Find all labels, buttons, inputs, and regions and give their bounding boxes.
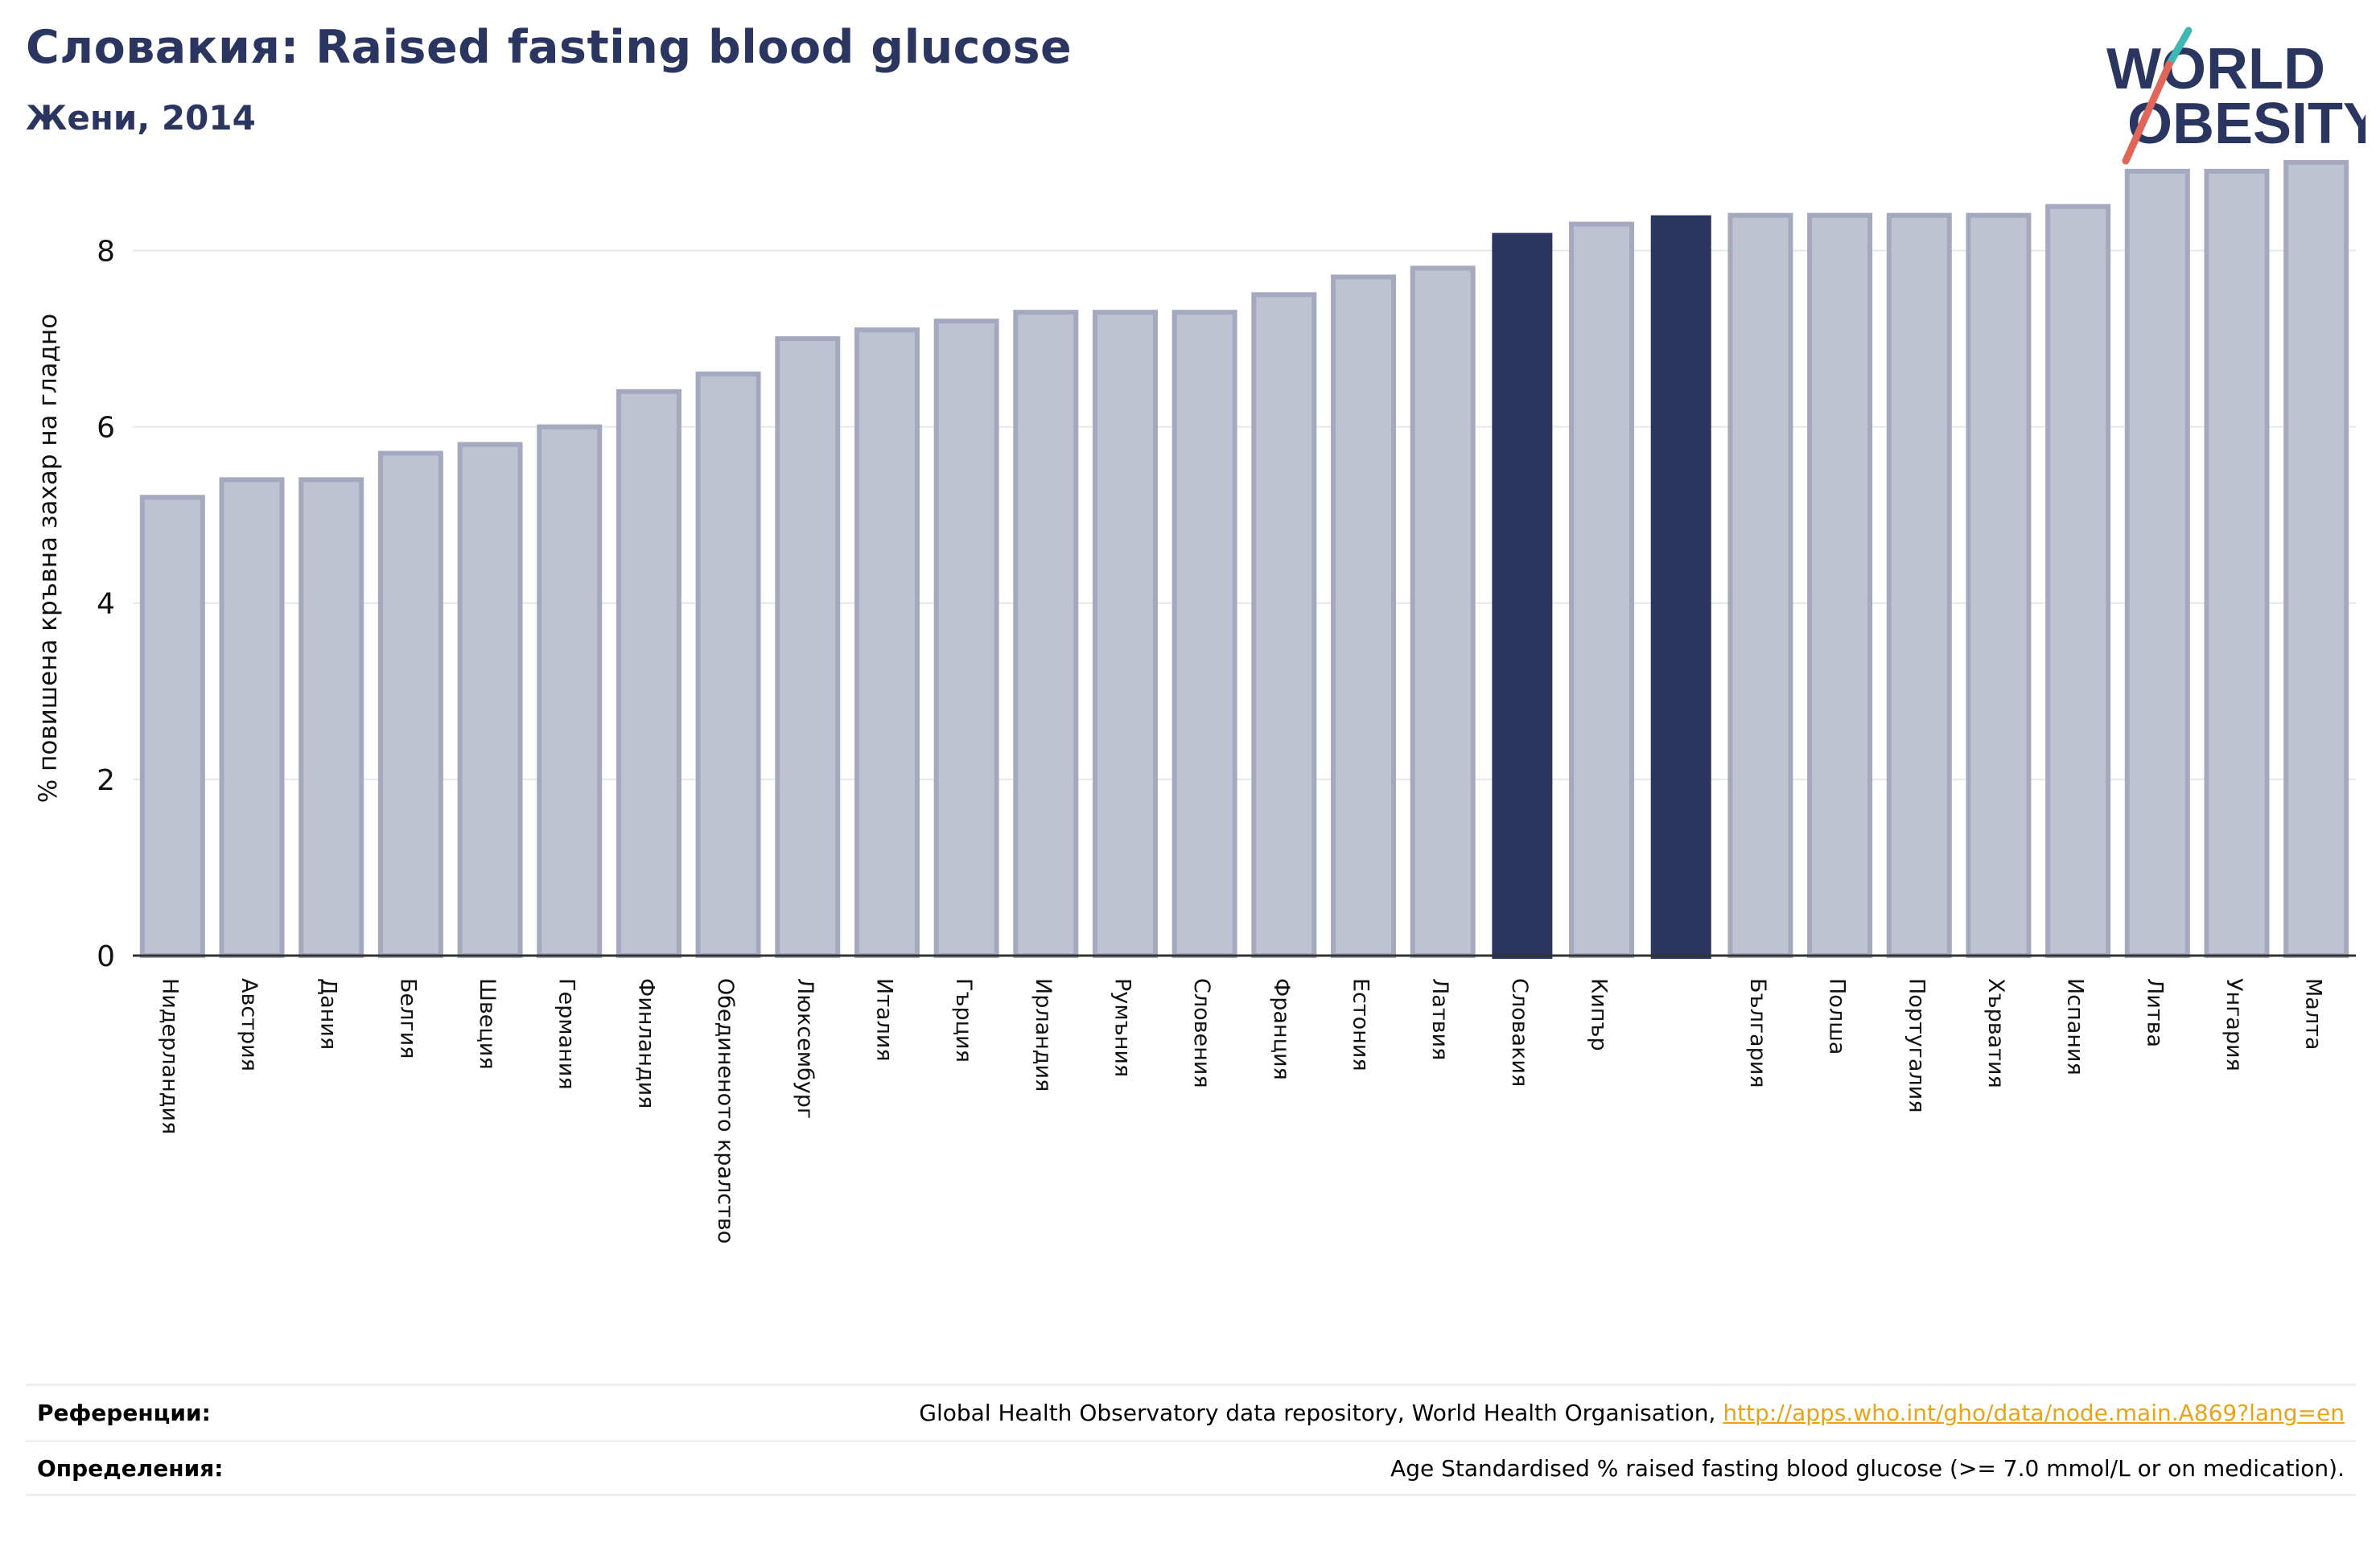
y-tick-label: 2 [97,764,115,797]
x-tick-label: Латвия [1427,978,1452,1060]
bar [1251,292,1317,958]
references-link[interactable]: http://apps.who.int/gho/data/node.main.A… [1723,1400,2345,1426]
bar-chart: 0 2 4 6 8 % повишена кръвна захар на гладно Ни… [34,159,2356,1244]
bar [2124,168,2190,958]
bar [2045,204,2111,958]
y-tick-label: 4 [97,588,115,621]
logo-slash-teal [2165,27,2193,68]
definitions-row: Определения: Age Standardised % raised f… [26,1440,2356,1496]
bar [1650,215,1711,959]
x-tick-label: Нидерландия [157,978,182,1134]
bar [695,371,761,958]
x-tick-label: Финландия [633,978,658,1108]
bar [219,477,285,958]
bar [1966,212,2032,958]
x-tick-label: Кипър [1587,978,1612,1051]
bar [457,442,523,958]
bar [1331,274,1397,958]
bar [537,424,603,958]
x-tick-label: Дания [316,978,341,1050]
x-tick-label: Люксембург [793,978,817,1119]
bar [1013,310,1079,959]
references-source: Global Health Observatory data repositor… [919,1400,1723,1426]
y-axis-label: % повишена кръвна захар на гладно [34,314,63,803]
x-tick-label: Франция [1269,978,1294,1080]
x-tick-label: Полша [1825,978,1850,1055]
bar [2204,168,2270,958]
references-text: Global Health Observatory data repositor… [919,1400,2345,1426]
logo-slash-red [2122,60,2173,165]
x-tick-label: Швеция [475,978,500,1070]
bar [616,389,681,959]
chart-title: Словакия: Raised fasting blood glucose [26,21,1073,74]
bar [1092,310,1158,959]
chart-subtitle: Жени, 2014 [26,98,256,138]
x-tick-label: Литва [2142,978,2167,1047]
x-tick-label: България [1745,978,1770,1088]
x-tick-label: Малта [2301,978,2326,1050]
x-tick-label: Обединеното кралство [713,978,738,1244]
x-tick-label: Румъния [1110,978,1134,1077]
y-tick-label: 8 [97,235,115,268]
world-obesity-logo: WORLD OBESITY [2106,27,2366,165]
bar [2283,159,2349,959]
logo-line2: OBESITY [2127,92,2366,156]
bar [1410,265,1476,958]
definitions-label: Определения: [37,1454,224,1482]
bar [1569,221,1635,958]
references-row: Референции: Global Health Observatory da… [26,1384,2356,1440]
bar [854,327,920,958]
x-tick-label: Германия [554,978,579,1090]
bar [1171,310,1237,959]
bar [1886,212,1952,958]
x-tick-label: Португалия [1904,978,1929,1112]
references-label: Референции: [37,1400,211,1426]
bar [933,319,999,958]
x-tick-label: Белгия [395,978,420,1059]
x-tick-label: Ирландия [1031,978,1056,1092]
references-section: Референции: Global Health Observatory da… [26,1384,2356,1496]
x-tick-label: Хърватия [1983,978,2008,1088]
x-tick-label: Естония [1349,978,1373,1071]
y-tick-label: 0 [97,940,115,973]
bar [139,495,205,958]
x-tick-label: Словения [1189,978,1214,1088]
bar [1727,212,1793,958]
logo-line1: WORLD [2106,37,2325,101]
y-tick-label: 6 [97,412,115,445]
bar [1492,232,1553,960]
bar [377,450,443,958]
x-tick-label: Австрия [237,978,261,1071]
x-tick-label: Словакия [1507,978,1532,1087]
bar [775,336,841,959]
x-tick-label: Испания [2063,978,2088,1075]
x-tick-label: Унгария [2221,978,2246,1071]
bar [1807,212,1873,958]
bar [299,477,364,958]
x-tick-label: Италия [871,978,896,1062]
definitions-text: Age Standardised % raised fasting blood … [1390,1454,2345,1482]
x-tick-label: Гърция [951,978,976,1063]
